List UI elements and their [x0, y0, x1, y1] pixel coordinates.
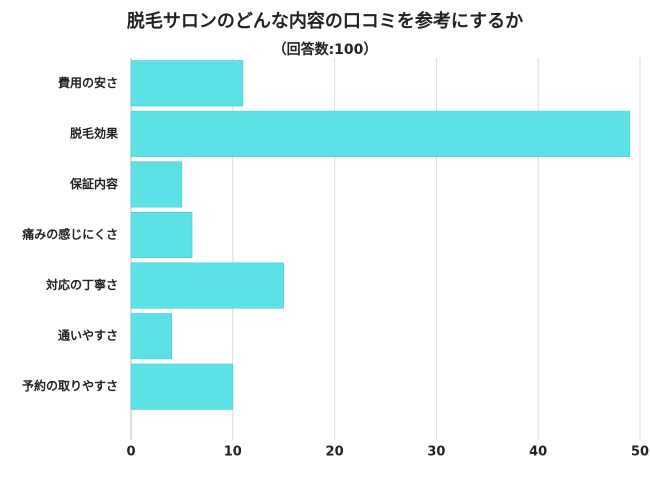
y-tick-label: 予約の取りやすさ — [22, 378, 118, 393]
bar — [130, 211, 193, 259]
bar — [130, 60, 244, 107]
x-tick-label: 0 — [126, 445, 135, 460]
y-tick-label: 脱毛効果 — [70, 125, 118, 140]
x-tick-label: 30 — [427, 445, 445, 460]
bar — [130, 110, 631, 157]
x-tick-label: 50 — [631, 445, 649, 460]
x-tick-label: 20 — [326, 445, 344, 460]
y-tick-label: 痛みの感じにくさ — [21, 227, 118, 242]
y-tick-label: 通いやすさ — [58, 328, 118, 343]
x-tick-label: 10 — [224, 445, 242, 460]
y-tick-label: 保証内容 — [69, 176, 118, 191]
chart-subtitle: （回答数:100） — [273, 41, 378, 58]
x-tick-label: 40 — [529, 445, 547, 460]
y-tick-label: 対応の丁寧さ — [45, 277, 118, 292]
bar — [130, 161, 183, 208]
y-tick-label: 費用の安さ — [58, 75, 118, 90]
bar — [130, 363, 234, 410]
bar — [130, 262, 284, 309]
chart-title: 脱毛サロンのどんな内容の口コミを参考にするか — [127, 10, 523, 32]
bar — [130, 313, 172, 360]
